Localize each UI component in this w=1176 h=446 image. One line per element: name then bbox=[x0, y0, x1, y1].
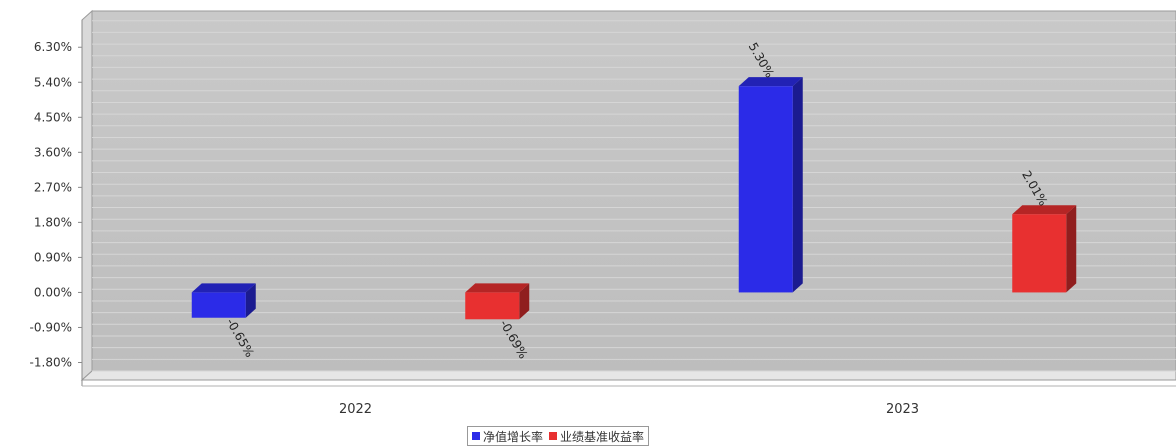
legend-swatch-nav-growth bbox=[472, 432, 480, 440]
bar-side bbox=[792, 77, 803, 293]
bar-side bbox=[245, 283, 256, 318]
y-tick-label: 3.60% bbox=[34, 145, 72, 159]
legend-item-benchmark: 业绩基准收益率 bbox=[549, 428, 644, 445]
plot-left-wall bbox=[81, 9, 93, 382]
x-tick-label: 2022 bbox=[339, 402, 372, 417]
bar-side bbox=[1066, 205, 1077, 293]
y-tick-label: -0.90% bbox=[30, 320, 72, 334]
bar bbox=[465, 283, 530, 320]
legend-label-benchmark: 业绩基准收益率 bbox=[560, 429, 645, 444]
y-tick-label: 0.90% bbox=[34, 250, 72, 264]
bar-top bbox=[1012, 205, 1077, 215]
plot-back-wall bbox=[91, 10, 1176, 372]
bar-top bbox=[465, 283, 530, 293]
bar-front bbox=[465, 292, 520, 320]
y-tick-label: 4.50% bbox=[34, 110, 72, 124]
bar-top bbox=[738, 77, 803, 87]
bar-front bbox=[738, 86, 793, 293]
bar bbox=[738, 77, 803, 293]
x-axis: 2022 2023 bbox=[339, 402, 919, 417]
bar bbox=[191, 283, 256, 318]
bar-front bbox=[191, 292, 246, 318]
plot-floor bbox=[80, 370, 1176, 381]
bar-side bbox=[519, 283, 530, 320]
y-tick-label: -1.80% bbox=[30, 355, 72, 369]
legend-item-nav-growth: 净值增长率 bbox=[472, 428, 543, 445]
y-tick-label: 1.80% bbox=[34, 215, 72, 229]
legend: 净值增长率 业绩基准收益率 bbox=[467, 426, 650, 446]
bar-chart: -1.80% -0.90% 0.00% 0.90% 1.80% 2.70% 3.60% 4.5… bbox=[30, 9, 1176, 417]
plot-area bbox=[80, 9, 1176, 387]
x-tick-label: 2023 bbox=[886, 402, 919, 417]
y-tick-label: 2.70% bbox=[34, 180, 72, 194]
bar-top bbox=[191, 283, 256, 293]
bar bbox=[1012, 205, 1077, 293]
gridlines bbox=[92, 20, 1176, 372]
bar-front bbox=[1012, 214, 1067, 293]
legend-swatch-benchmark bbox=[549, 432, 558, 440]
y-axis: -1.80% -0.90% 0.00% 0.90% 1.80% 2.70% 3.60% 4.5… bbox=[30, 40, 82, 369]
y-tick-label: 6.30% bbox=[34, 40, 72, 54]
legend-label-nav-growth: 净值增长率 bbox=[483, 429, 544, 444]
y-tick-label: 0.00% bbox=[34, 285, 72, 299]
bars bbox=[191, 77, 1077, 320]
y-tick-label: 5.40% bbox=[34, 75, 72, 89]
